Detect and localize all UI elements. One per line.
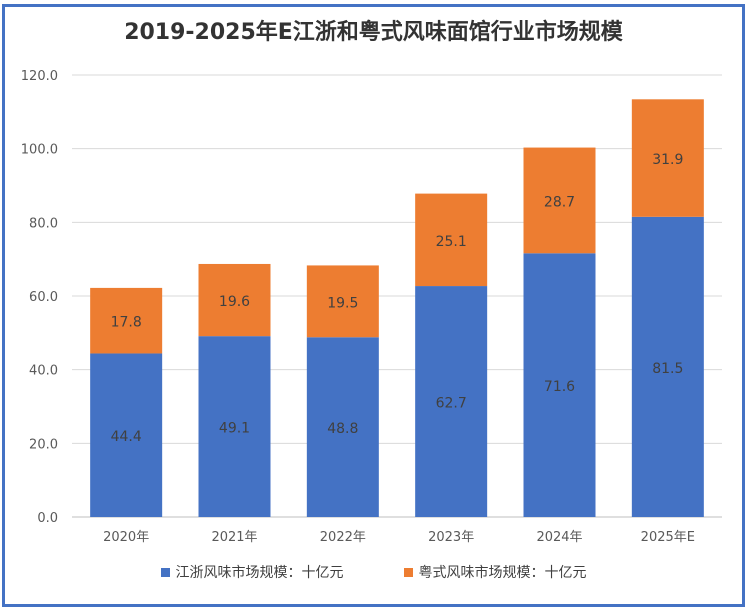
data-label: 62.7 — [436, 396, 467, 412]
y-tick-label: 40.0 — [29, 364, 58, 379]
x-tick-label: 2023年 — [428, 530, 474, 545]
legend-label: 粤式风味市场规模：十亿元 — [418, 565, 587, 581]
data-label: 81.5 — [652, 361, 683, 377]
data-label: 25.1 — [436, 234, 467, 250]
bar-segment — [415, 193, 488, 287]
bar-segment — [90, 353, 163, 517]
data-label: 19.5 — [327, 295, 358, 311]
x-tick-label: 2024年 — [536, 530, 582, 545]
bar-segment — [631, 216, 704, 517]
data-label: 28.7 — [544, 194, 575, 210]
x-tick-label: 2021年 — [211, 530, 257, 545]
y-tick-label: 60.0 — [29, 290, 58, 305]
y-tick-label: 20.0 — [29, 437, 58, 452]
bar-segment — [90, 287, 163, 354]
legend-item-yueshi: 粤式风味市场规模：十亿元 — [403, 562, 587, 582]
legend-item-jiangzhe: 江浙风味市场规模：十亿元 — [160, 562, 344, 582]
y-tick-label: 0.0 — [37, 511, 58, 526]
legend-swatch — [160, 567, 170, 577]
data-label: 17.8 — [111, 315, 142, 331]
bar-segment — [631, 99, 704, 217]
x-tick-label: 2025年E — [641, 530, 695, 545]
bar-segment — [523, 253, 596, 518]
data-label: 19.6 — [219, 294, 250, 310]
legend-swatch — [403, 567, 413, 577]
bar-segment — [198, 336, 271, 517]
x-tick-label: 2020年 — [103, 530, 149, 545]
x-tick-label: 2022年 — [320, 530, 366, 545]
legend: 江浙风味市场规模：十亿元 粤式风味市场规模：十亿元 — [0, 562, 747, 582]
bar-segment — [306, 265, 379, 338]
y-tick-label: 80.0 — [29, 216, 58, 231]
data-label: 49.1 — [219, 421, 250, 437]
data-label: 48.8 — [327, 421, 358, 437]
data-label: 44.4 — [111, 429, 142, 445]
data-label: 71.6 — [544, 379, 575, 395]
bar-segment — [415, 286, 488, 517]
data-label: 31.9 — [652, 152, 683, 168]
bar-segment — [198, 263, 271, 337]
bar-segment — [523, 147, 596, 254]
y-tick-label: 100.0 — [21, 143, 58, 158]
chart-title: 2019-2025年E江浙和粤式风味面馆行业市场规模 — [124, 20, 623, 45]
y-tick-label: 120.0 — [21, 69, 58, 84]
bar-segment — [306, 337, 379, 517]
legend-label: 江浙风味市场规模：十亿元 — [175, 565, 344, 581]
